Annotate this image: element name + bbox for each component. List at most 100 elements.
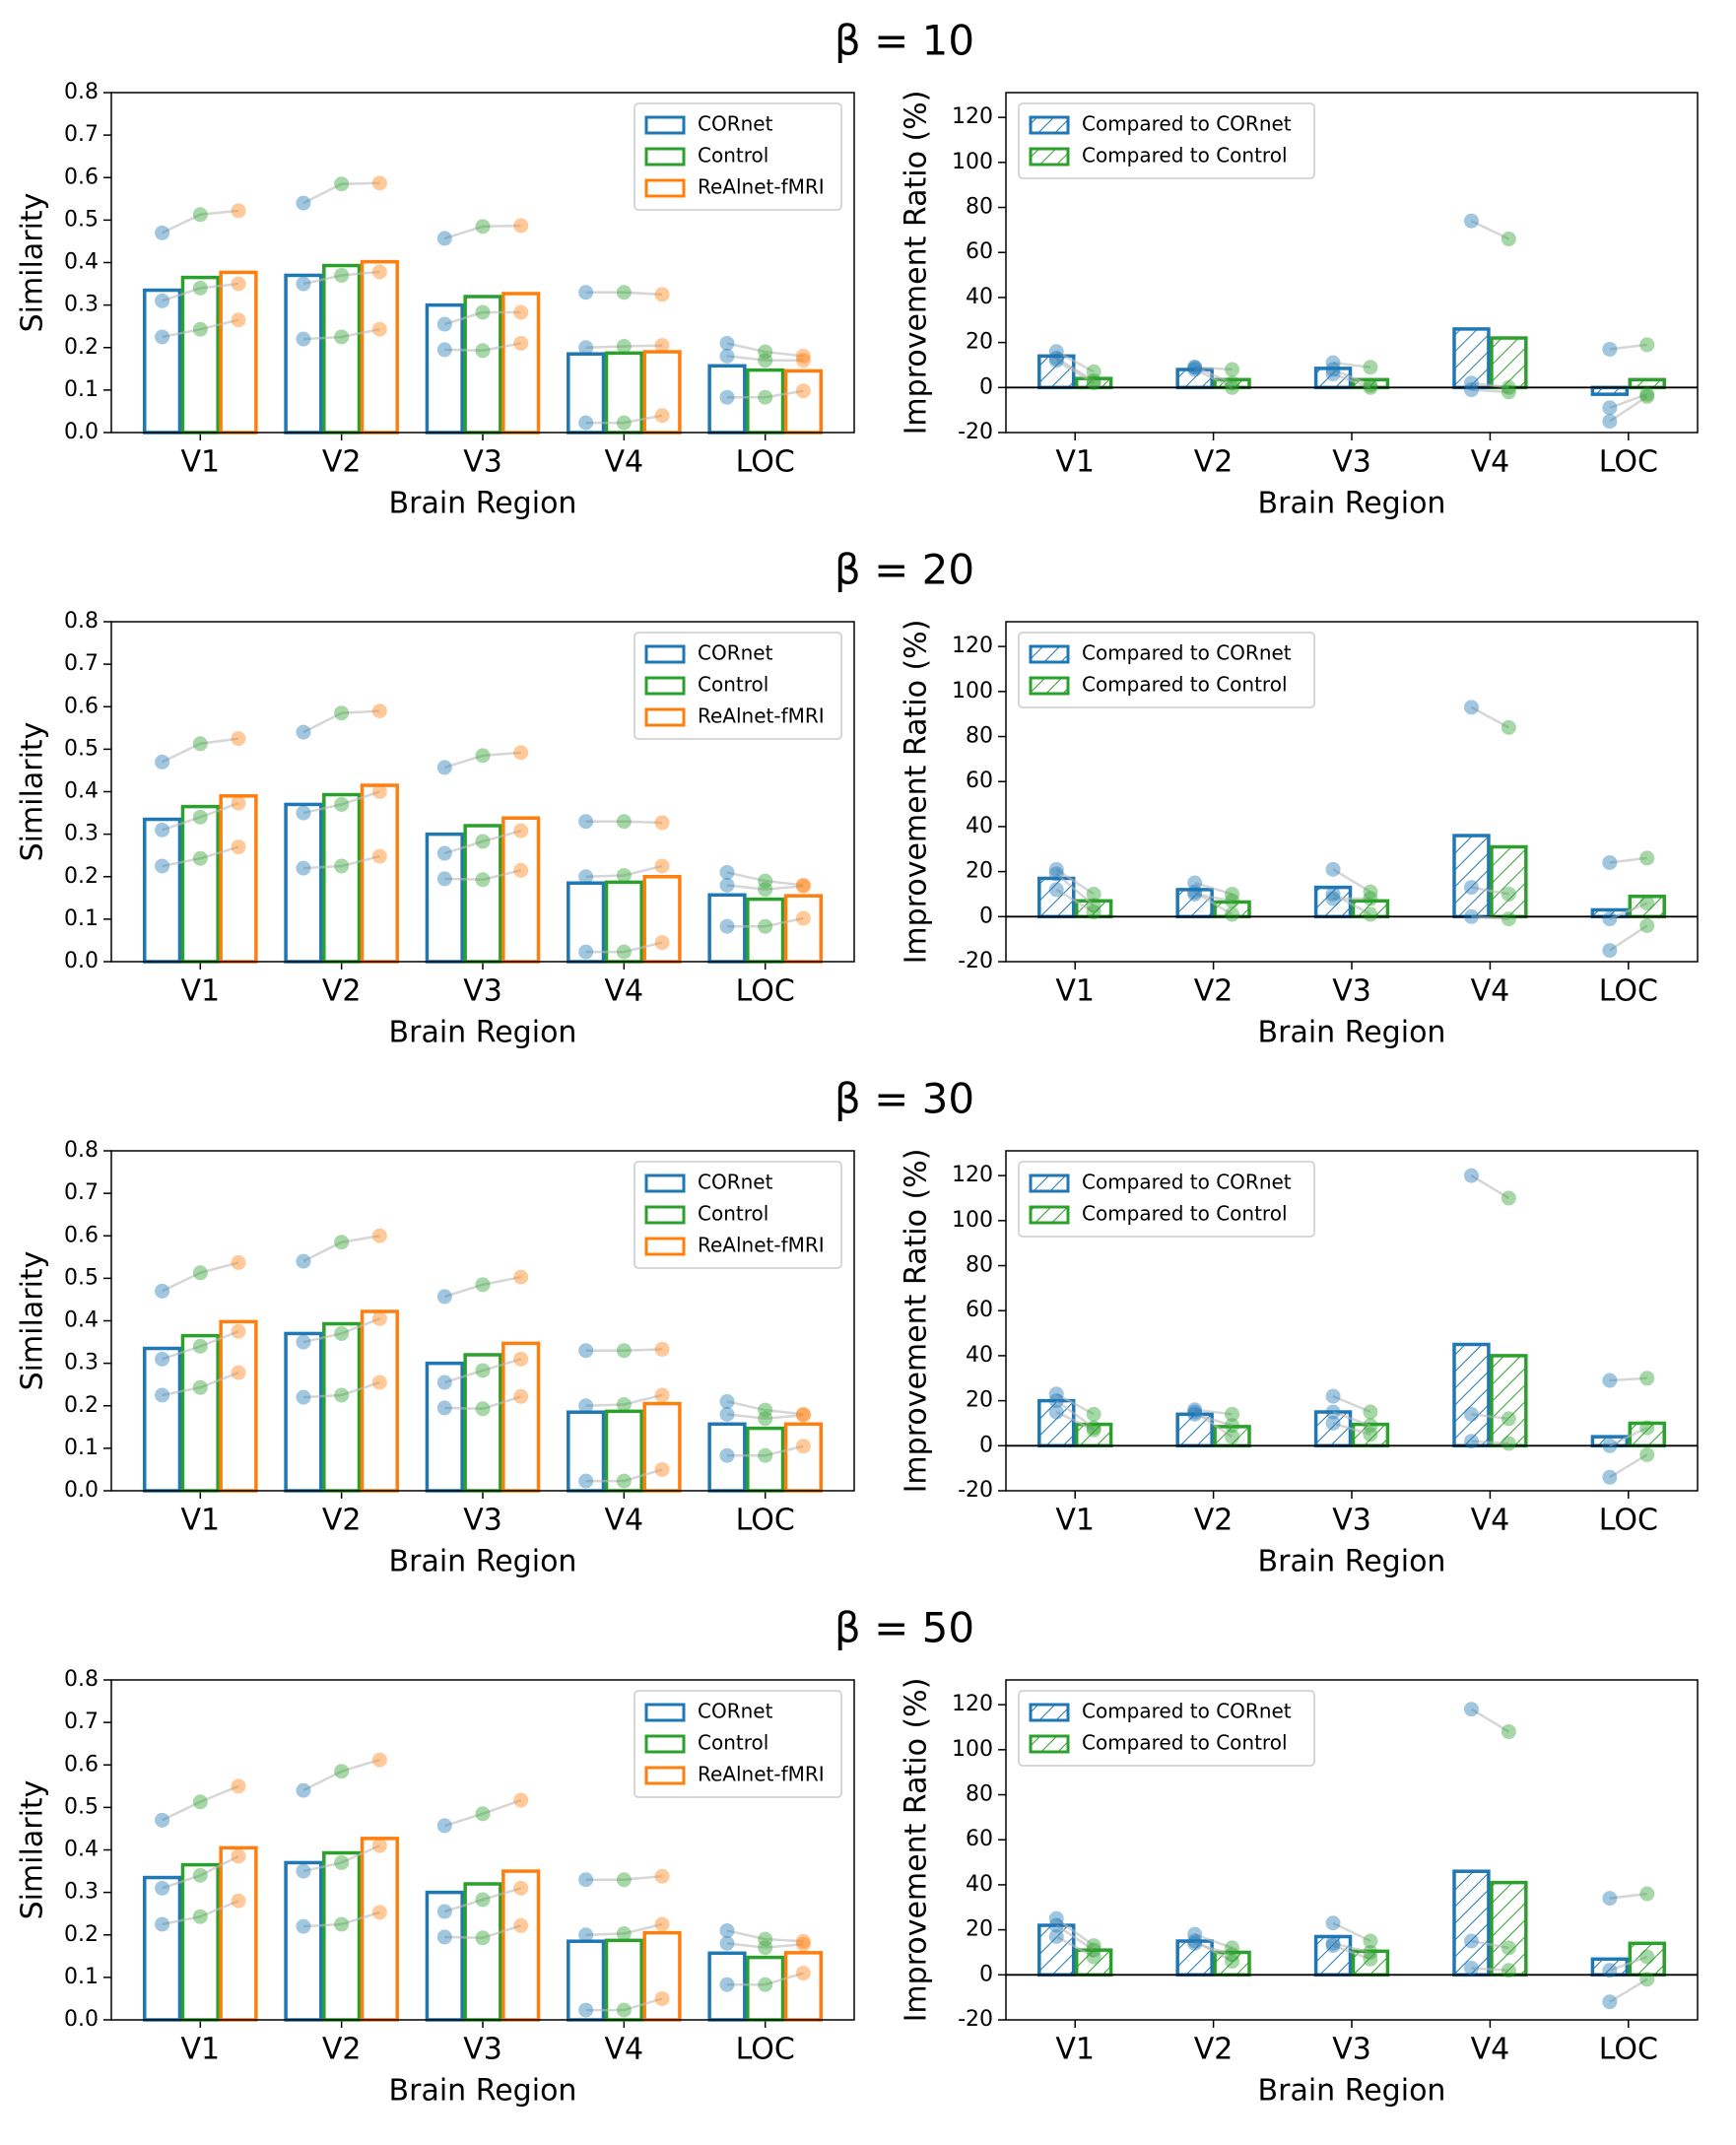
subject-link xyxy=(199,801,239,819)
subject-link xyxy=(302,1332,342,1344)
subject-point xyxy=(192,736,208,752)
subject-point xyxy=(1048,1917,1064,1933)
legend-box xyxy=(634,1690,842,1798)
subject-point xyxy=(334,329,350,345)
subject-point xyxy=(1602,400,1618,416)
subject-point xyxy=(1187,1926,1203,1942)
subject-point xyxy=(296,1334,311,1350)
subject-point xyxy=(475,748,491,764)
legend-label: Compared to CORnet xyxy=(1082,1171,1292,1194)
subject-point xyxy=(1602,1963,1618,1978)
subject-link xyxy=(1194,366,1233,371)
legend-swatch xyxy=(644,1173,686,1193)
subject-link xyxy=(1194,1939,1234,1963)
subject-point xyxy=(475,834,491,849)
subject-link xyxy=(1332,1410,1371,1427)
subject-point xyxy=(616,2002,632,2018)
subject-point xyxy=(1225,375,1240,391)
subject-point xyxy=(1602,1373,1618,1388)
subject-point xyxy=(1225,1947,1240,1963)
x-tick-label: V1 xyxy=(1055,445,1095,480)
subject-point xyxy=(371,848,387,864)
subject-link xyxy=(1332,1944,1371,1961)
subject-point xyxy=(654,1341,670,1357)
bar xyxy=(322,1850,362,2022)
subject-point xyxy=(155,858,170,874)
subject-point xyxy=(1639,850,1655,866)
subject-link xyxy=(443,310,484,326)
subject-point xyxy=(1639,337,1655,353)
subject-link xyxy=(1194,891,1234,916)
subject-point xyxy=(334,705,350,721)
subject-link xyxy=(1194,368,1234,389)
subject-link xyxy=(199,1371,239,1389)
y-tick-label: 20 xyxy=(966,1388,993,1413)
x-axis-label: Brain Region xyxy=(1258,2074,1446,2109)
subject-point xyxy=(513,1351,529,1367)
bar xyxy=(783,369,823,435)
subject-point xyxy=(231,839,246,855)
subject-point xyxy=(1225,1954,1240,1970)
legend-label: Compared to CORnet xyxy=(1082,1700,1292,1723)
y-tick-label: 0.4 xyxy=(64,1838,99,1862)
subject-link xyxy=(1332,868,1371,894)
subject-link xyxy=(482,224,521,229)
subject-point xyxy=(1048,1910,1064,1926)
y-axis-label: Improvement Ratio (%) xyxy=(900,620,934,965)
panel: β = 10 0.0 0.1 0.2 0.3 0.4 0.5 0.6 0.7 0.8 V1 V2 V3 V… xyxy=(16,17,975,521)
subject-point xyxy=(1639,1972,1655,1987)
subject-link xyxy=(199,1784,239,1803)
subject-link xyxy=(302,1922,342,1928)
subject-point xyxy=(155,1351,170,1367)
subject-point xyxy=(1639,1420,1655,1436)
subject-point xyxy=(475,1892,491,1908)
subject-point xyxy=(795,910,811,926)
subject-link xyxy=(341,1844,380,1864)
subject-link xyxy=(341,1317,380,1335)
subject-point xyxy=(192,207,208,223)
y-axis-label: Similarity xyxy=(16,1780,50,1920)
subject-point xyxy=(654,1990,670,2006)
subject-point xyxy=(654,815,670,831)
subject-point xyxy=(1639,1371,1655,1386)
subject-link xyxy=(1471,1413,1509,1421)
subject-point xyxy=(231,1778,246,1794)
subject-link xyxy=(162,816,201,832)
y-tick-label: 0.6 xyxy=(64,1752,99,1776)
legend-label: Control xyxy=(698,1202,768,1226)
subject-link xyxy=(765,1413,804,1420)
subject-link xyxy=(1609,343,1647,351)
bar xyxy=(1490,1880,1528,1977)
subject-point xyxy=(1363,906,1378,922)
bar xyxy=(1313,885,1353,919)
subject-link xyxy=(162,1271,201,1293)
subject-point xyxy=(155,822,170,838)
axes-frame xyxy=(110,621,855,963)
subject-link xyxy=(765,916,804,928)
y-tick-label: 0.0 xyxy=(64,420,99,444)
x-tick-label: V3 xyxy=(463,445,502,480)
subject-point xyxy=(1187,886,1203,902)
legend-label: Control xyxy=(698,144,768,168)
subject-link xyxy=(1609,392,1648,410)
subject-point xyxy=(513,1917,529,1933)
subject-point xyxy=(1325,1388,1341,1404)
subject-point xyxy=(758,918,773,934)
subject-point xyxy=(758,1977,773,1992)
subject-point xyxy=(1602,1469,1618,1485)
subject-point xyxy=(1048,1404,1064,1420)
subject-point xyxy=(296,724,311,740)
subject-point xyxy=(719,918,735,934)
bar xyxy=(322,792,362,964)
subject-point xyxy=(1501,384,1516,400)
subject-point xyxy=(296,805,311,821)
subject-point xyxy=(436,1929,452,1945)
subject-link xyxy=(302,274,342,286)
y-tick-label: 0 xyxy=(979,1962,993,1986)
subject-link xyxy=(341,327,380,339)
subject-point xyxy=(371,175,387,191)
subject-point xyxy=(1501,719,1516,735)
legend-swatch xyxy=(1029,1734,1070,1754)
y-tick-label: 0.8 xyxy=(64,609,99,634)
